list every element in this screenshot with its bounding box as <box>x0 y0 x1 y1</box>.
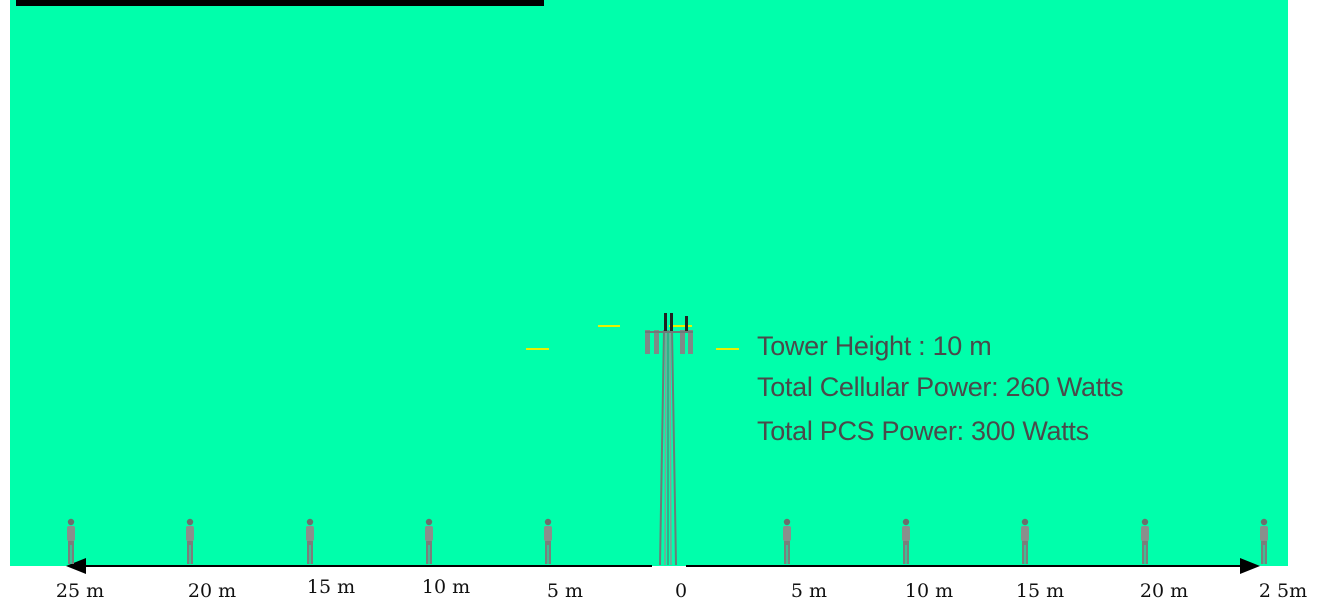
distance-label: 5 m <box>546 580 584 602</box>
distance-label: 0 <box>674 580 688 602</box>
distance-label: 20 m <box>1139 580 1189 602</box>
person-icon <box>783 518 791 564</box>
scene-background <box>10 0 1288 566</box>
title-bar-strip <box>16 0 544 6</box>
distance-label: 2 5m <box>1258 580 1308 602</box>
pcs-power-text: Total PCS Power: 300 Watts <box>757 416 1089 446</box>
distance-label: 10 m <box>904 580 954 602</box>
distance-label: 15 m <box>306 576 356 598</box>
person-icon <box>544 518 552 564</box>
distance-arrow <box>66 558 1260 574</box>
people-markers <box>67 518 1268 564</box>
person-icon <box>1141 518 1149 564</box>
tower-height-text: Tower Height : 10 m <box>757 331 992 361</box>
distance-label: 15 m <box>1015 580 1065 602</box>
person-icon <box>186 518 194 564</box>
beam-markers <box>526 325 739 350</box>
antenna-array <box>645 313 693 354</box>
person-icon <box>1260 518 1268 564</box>
distance-label: 10 m <box>421 576 471 598</box>
cell-tower <box>645 313 693 566</box>
person-icon <box>306 518 314 564</box>
distance-label: 20 m <box>187 580 237 602</box>
person-icon <box>67 518 75 564</box>
distance-label: 25 m <box>55 580 105 602</box>
person-icon <box>425 518 433 564</box>
distance-label: 5 m <box>790 580 828 602</box>
arrow-left-icon <box>66 558 86 574</box>
person-icon <box>902 518 910 564</box>
arrow-right-icon <box>1240 558 1260 574</box>
person-icon <box>1021 518 1029 564</box>
cellular-power-text: Total Cellular Power: 260 Watts <box>757 372 1124 402</box>
